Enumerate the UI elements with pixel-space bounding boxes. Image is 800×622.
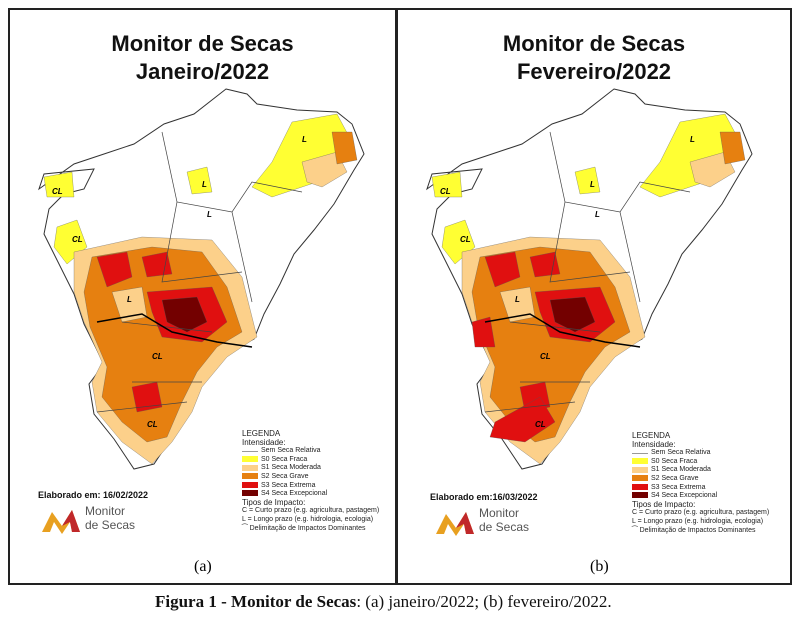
drought-area bbox=[186, 166, 213, 195]
legend-item: Sem Seca Relativa bbox=[242, 447, 379, 456]
logo-text: de Secas bbox=[479, 520, 530, 534]
legend-swatch bbox=[242, 473, 258, 480]
legend-item: S1 Seca Moderada bbox=[632, 466, 769, 475]
legend-swatch bbox=[242, 490, 258, 497]
legend-swatch bbox=[632, 457, 648, 464]
legend-item: S3 Seca Extrema bbox=[632, 484, 769, 493]
drought-area bbox=[549, 296, 596, 333]
impact-l: L = Longo prazo (e.g. hidrologia, ecolog… bbox=[242, 515, 374, 523]
legend-item: S2 Seca Grave bbox=[242, 473, 379, 482]
impact-boundary bbox=[96, 313, 253, 348]
legend-swatch bbox=[632, 475, 648, 482]
impact-label: L bbox=[302, 135, 307, 144]
legend-swatch bbox=[632, 492, 648, 499]
impact-title: Tipos de Impacto: bbox=[632, 499, 696, 509]
legend-item: Sem Seca Relativa bbox=[632, 449, 769, 458]
impact-label: L bbox=[690, 135, 695, 144]
logo-text: de Secas bbox=[85, 518, 136, 532]
logo-mark-icon bbox=[42, 510, 80, 534]
impact-label: CL bbox=[535, 420, 546, 429]
elaborated-date: Elaborado em: 16/02/2022 bbox=[38, 490, 149, 500]
legend-intensity: Intensidade: bbox=[632, 439, 676, 449]
drought-area bbox=[719, 131, 746, 165]
drought-area bbox=[301, 151, 348, 188]
impact-label: CL bbox=[147, 420, 158, 429]
impact-label: L bbox=[207, 210, 212, 219]
legend-item: S2 Seca Grave bbox=[632, 475, 769, 484]
drought-area bbox=[331, 131, 358, 165]
drought-map: CL L L L CL CL CL L bbox=[38, 88, 365, 470]
state-borders bbox=[96, 131, 303, 413]
logo-text: Monitor bbox=[479, 506, 520, 520]
drought-area bbox=[489, 396, 556, 443]
drought-area bbox=[484, 251, 521, 288]
monitor-logo: Monitor de Secas bbox=[40, 504, 160, 538]
legend-swatch bbox=[242, 464, 258, 471]
drought-area bbox=[161, 296, 208, 333]
legend-swatch bbox=[242, 455, 258, 462]
drought-map: CL L L L CL CL CL L bbox=[426, 88, 753, 470]
impact-line: ⁀ Delimitação de Impactos Dominantes bbox=[242, 524, 366, 532]
legend-swatch bbox=[242, 481, 258, 488]
legend-item: S4 Seca Excepcional bbox=[242, 490, 379, 499]
legend-title: LEGENDA bbox=[632, 431, 671, 440]
legend: LEGENDA Intensidade: Sem Seca Relativa S0 S… bbox=[632, 431, 770, 535]
impact-label: CL bbox=[152, 352, 163, 361]
drought-area bbox=[574, 166, 601, 195]
figure-caption: Figura 1 - Monitor de Secas: (a) janeiro… bbox=[155, 592, 612, 611]
legend: LEGENDA Intensidade: Sem Seca Relativa S0 S… bbox=[242, 429, 380, 533]
drought-area bbox=[43, 171, 75, 198]
sublabel: (a) bbox=[194, 558, 212, 575]
impact-label: L bbox=[202, 180, 207, 189]
legend-swatch bbox=[632, 483, 648, 490]
panel-february: Monitor de Secas Fevereiro/2022 CL L L L CL CL… bbox=[396, 8, 792, 585]
drought-area bbox=[471, 316, 496, 348]
legend-swatch bbox=[632, 466, 648, 473]
drought-area bbox=[131, 381, 163, 413]
impact-label: CL bbox=[460, 235, 471, 244]
impact-c: C = Curto prazo (e.g. agricultura, pasta… bbox=[632, 509, 770, 517]
impact-label: L bbox=[127, 295, 132, 304]
impact-label: CL bbox=[440, 187, 451, 196]
impact-label: L bbox=[515, 295, 520, 304]
sublabel: (b) bbox=[590, 558, 609, 575]
drought-area bbox=[141, 251, 173, 278]
impact-label: L bbox=[590, 180, 595, 189]
legend-swatch bbox=[242, 448, 258, 452]
state-borders bbox=[484, 131, 691, 413]
legend-item: S1 Seca Moderada bbox=[242, 464, 379, 473]
logo-text: Monitor bbox=[85, 504, 126, 518]
impact-label: CL bbox=[540, 352, 551, 361]
legend-title: LEGENDA bbox=[242, 429, 281, 438]
impact-title: Tipos de Impacto: bbox=[242, 497, 306, 507]
legend-swatch bbox=[632, 450, 648, 454]
logo-mark-icon bbox=[436, 512, 474, 536]
map-title: Monitor de Secas Fevereiro/2022 bbox=[502, 31, 686, 84]
map-title: Monitor de Secas Janeiro/2022 bbox=[111, 31, 294, 84]
impact-label: CL bbox=[52, 187, 63, 196]
impact-line: ⁀ Delimitação de Impactos Dominantes bbox=[632, 526, 756, 534]
legend-item: S4 Seca Excepcional bbox=[632, 492, 769, 501]
impact-label: L bbox=[595, 210, 600, 219]
drought-area bbox=[96, 251, 133, 288]
legend-item: S3 Seca Extrema bbox=[242, 482, 379, 491]
legend-item: S0 Seca Fraca bbox=[632, 458, 769, 467]
impact-c: C = Curto prazo (e.g. agricultura, pasta… bbox=[242, 507, 380, 515]
elaborated-date: Elaborado em:16/03/2022 bbox=[430, 492, 538, 502]
panel-january: Monitor de Secas Janeiro/2022 CL L L L CL CL CL… bbox=[8, 8, 397, 585]
drought-area bbox=[689, 151, 736, 188]
monitor-logo: Monitor de Secas bbox=[434, 506, 554, 540]
legend-intensity: Intensidade: bbox=[242, 437, 286, 447]
impact-boundary bbox=[484, 313, 641, 348]
impact-label: CL bbox=[72, 235, 83, 244]
drought-area bbox=[431, 171, 463, 198]
drought-area bbox=[529, 251, 561, 278]
impact-l: L = Longo prazo (e.g. hidrologia, ecolog… bbox=[632, 517, 764, 525]
legend-item: S0 Seca Fraca bbox=[242, 456, 379, 465]
